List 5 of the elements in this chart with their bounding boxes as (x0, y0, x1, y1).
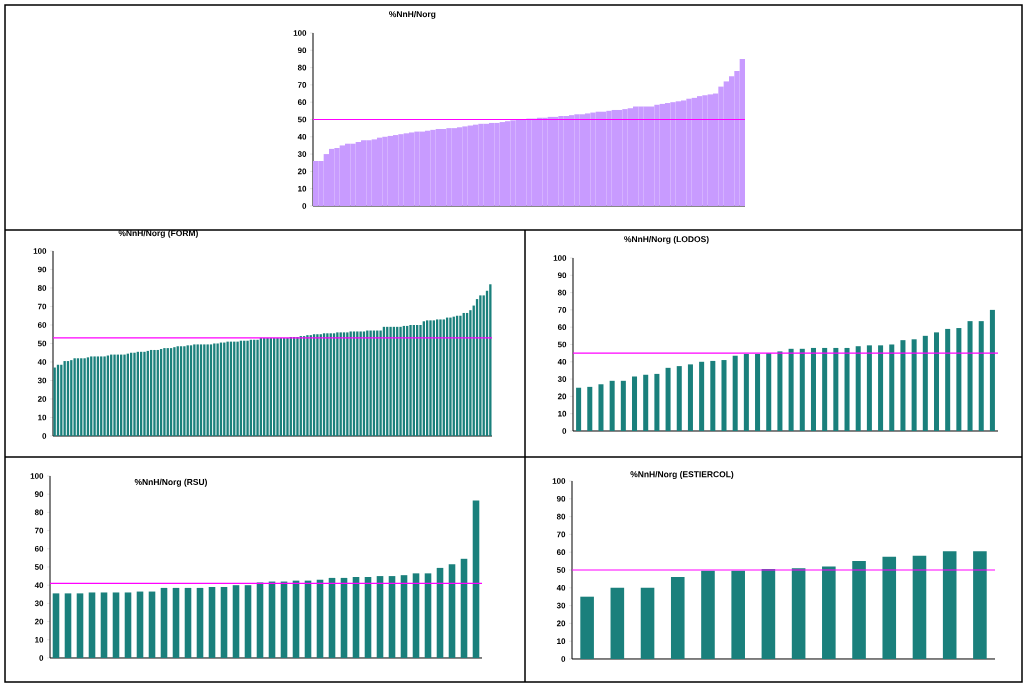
chart-title: %NnH/Norg (ESTIERCOL) (630, 471, 734, 479)
chart-title: %NnH/Norg (RSU) (134, 478, 207, 487)
chart-title: %NnH/Norg (FORM) (118, 229, 198, 238)
chart-title: %NnH/Norg (389, 10, 436, 19)
chart-title: %NnH/Norg (LODOS) (624, 235, 709, 244)
